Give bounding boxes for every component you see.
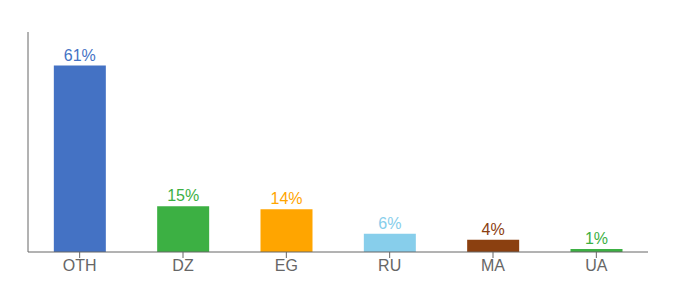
svg-text:EG: EG [275, 257, 298, 274]
svg-text:61%: 61% [64, 47, 96, 64]
svg-text:DZ: DZ [172, 257, 194, 274]
svg-text:MA: MA [481, 257, 505, 274]
svg-text:14%: 14% [270, 190, 302, 207]
svg-text:15%: 15% [167, 187, 199, 204]
svg-text:4%: 4% [482, 221, 505, 238]
svg-text:1%: 1% [585, 230, 608, 247]
svg-text:RU: RU [378, 257, 401, 274]
svg-text:UA: UA [585, 257, 608, 274]
svg-text:6%: 6% [378, 215, 401, 232]
svg-text:OTH: OTH [63, 257, 97, 274]
